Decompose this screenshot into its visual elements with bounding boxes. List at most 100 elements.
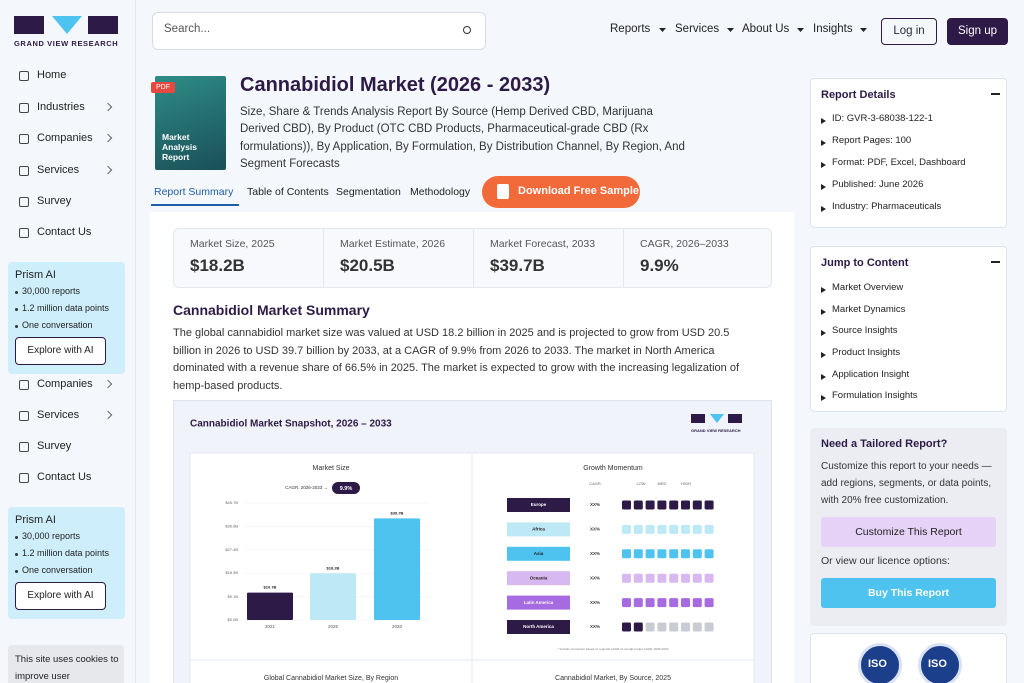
momentum-square	[681, 622, 690, 632]
snapshot-figure: Cannabidiol Market Snapshot, 2026 – 2033…	[189, 414, 755, 683]
nav-icon	[19, 228, 29, 238]
nav-item[interactable]: Services	[37, 164, 80, 176]
momentum-square	[657, 622, 667, 632]
nav-icon	[19, 103, 29, 113]
login-button[interactable]: Log in	[881, 18, 937, 45]
iso-badge	[918, 643, 962, 683]
momentum-square	[633, 573, 643, 583]
panel-item[interactable]: Market Overview	[832, 282, 904, 293]
nav-item[interactable]: Survey	[37, 195, 72, 207]
momentum-square	[692, 500, 702, 510]
iso-label: ISO	[928, 658, 947, 670]
region-name: North America	[523, 624, 554, 629]
bar	[247, 592, 293, 620]
nav-item[interactable]: Survey	[37, 440, 72, 452]
stats-card	[173, 228, 772, 288]
caret	[727, 28, 734, 32]
prism-point: 30,000 reports	[22, 286, 81, 296]
panel-item[interactable]: Market Dynamics	[832, 304, 906, 315]
panel-item[interactable]: Source Insights	[832, 325, 898, 336]
nav-icon	[19, 411, 29, 421]
report-tab[interactable]: Report Summary	[154, 186, 234, 198]
y-tick-label: $0.0B	[228, 617, 239, 622]
panel-item[interactable]: Product Insights	[832, 347, 901, 358]
report-tab[interactable]: Segmentation	[336, 186, 401, 198]
signup-button[interactable]: Sign up	[947, 18, 1008, 45]
nav-item[interactable]: Companies	[37, 378, 93, 390]
bullet	[821, 162, 826, 168]
caret	[659, 28, 666, 32]
region-chip	[507, 571, 570, 586]
x-tick-label: 2033	[392, 624, 403, 629]
bullet	[821, 395, 826, 401]
cookie-notice: This site uses cookies to improve user e…	[15, 654, 119, 682]
panel-item[interactable]: Application Insight	[832, 369, 910, 380]
momentum-square	[669, 500, 679, 510]
bullet	[15, 570, 18, 573]
report-tab[interactable]: Table of Contents	[247, 186, 329, 198]
header-nav-item[interactable]: About Us	[742, 23, 790, 35]
bar-value-label: $39.7B	[391, 510, 404, 515]
bullet	[821, 118, 826, 124]
nav-item[interactable]: Contact Us	[37, 471, 92, 483]
licence-text: Or view our licence options:	[821, 555, 950, 567]
nav-icon	[19, 71, 29, 81]
nav-item[interactable]: Companies	[37, 132, 93, 144]
momentum-square	[681, 573, 690, 583]
region-chip	[507, 546, 570, 561]
prism-title: Prism AI	[15, 514, 56, 526]
explore-button[interactable]: Explore with AI	[15, 582, 106, 610]
nav-item[interactable]: Industries	[37, 101, 85, 113]
nav-item[interactable]: Contact Us	[37, 226, 92, 238]
report-subtitle: Size, Share & Trends Analysis Report By …	[240, 106, 685, 170]
tailored-text: Customize this report to your needs — ad…	[821, 461, 992, 506]
header-nav-item[interactable]: Reports	[610, 23, 651, 35]
nav-item[interactable]: Services	[37, 409, 80, 421]
report-tab[interactable]: Methodology	[410, 186, 471, 198]
explore-button[interactable]: Explore with AI	[15, 337, 106, 365]
buy-button[interactable]: Buy This Report	[821, 578, 996, 608]
customize-button[interactable]: Customize This Report	[821, 517, 996, 547]
report-title: Cannabidiol Market (2026 - 2033)	[240, 74, 551, 96]
y-tick-label: $36.6B	[225, 523, 238, 528]
stat-value: $18.2B	[190, 256, 245, 275]
momentum-square	[657, 549, 667, 559]
nav-icon	[19, 442, 29, 452]
search-placeholder: Search...	[164, 23, 211, 35]
momentum-note: * Growth momentum based on regional CAGR…	[558, 647, 669, 651]
panel-title: Jump to Content	[821, 257, 909, 269]
bullet	[821, 374, 826, 380]
nav-item[interactable]: Home	[37, 69, 67, 81]
momentum-column: CAGR	[589, 481, 601, 486]
cagr-pill	[332, 482, 360, 494]
momentum-square	[704, 622, 714, 632]
region-name: Asia	[534, 551, 544, 556]
search-box[interactable]	[152, 12, 486, 50]
bullet	[821, 140, 826, 146]
header-nav-item[interactable]: Services	[675, 23, 720, 35]
region-cagr: XX%	[590, 527, 600, 532]
momentum-square	[692, 622, 702, 632]
bullet	[15, 308, 18, 311]
x-tick-label: 2021	[265, 624, 276, 629]
bar	[310, 573, 356, 620]
bullet	[15, 325, 18, 328]
momentum-square	[645, 524, 655, 534]
bullet	[821, 206, 826, 212]
momentum-square	[692, 549, 702, 559]
y-tick-label: $9.1B	[228, 594, 239, 599]
momentum-square	[657, 573, 667, 583]
momentum-square	[669, 524, 679, 534]
region-name: Europe	[531, 502, 547, 507]
stats-divider	[323, 228, 324, 288]
download-label: Download Free Sample	[518, 185, 640, 197]
nav-icon	[19, 134, 29, 144]
panel-item[interactable]: Formulation Insights	[832, 390, 918, 401]
logo-mark	[88, 16, 118, 34]
y-tick-label: $45.7B	[225, 500, 238, 505]
header-nav-item[interactable]: Insights	[813, 23, 853, 35]
region-cagr: XX%	[590, 600, 600, 605]
logo-mark	[710, 414, 724, 423]
panel-item: Industry: Pharmaceuticals	[832, 201, 942, 212]
